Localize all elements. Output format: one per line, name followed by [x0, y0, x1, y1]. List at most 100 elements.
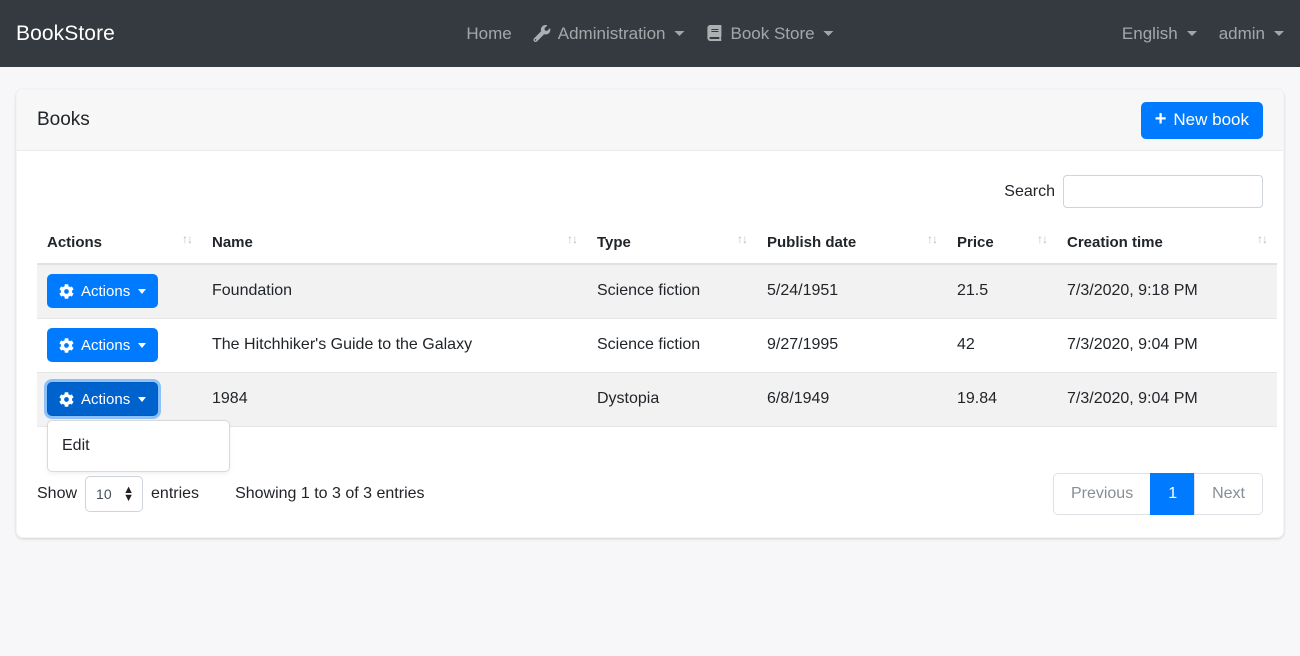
search-input[interactable]: [1063, 175, 1263, 208]
pagination: Previous 1 Next: [1052, 472, 1263, 515]
card-header: Books + New book: [17, 90, 1283, 151]
cell-actions: Actions: [37, 318, 202, 373]
table-body: Actions Foundation Science fiction 5/24/…: [37, 264, 1277, 472]
column-header-name[interactable]: Name ↑↓: [202, 224, 587, 265]
column-header-name-label: Name: [212, 234, 253, 251]
nav-item-home[interactable]: Home: [466, 24, 511, 44]
pagination-next-button[interactable]: Next: [1194, 472, 1263, 515]
cell-type: Science fiction: [587, 264, 757, 319]
navbar-right-menu: English admin: [1122, 24, 1284, 44]
sort-icon: ↑↓: [927, 232, 938, 246]
table-info: Showing 1 to 3 of 3 entries: [235, 484, 425, 502]
table-footer: Show 10 25 50 100 ▲▼ entries Showing 1 t…: [37, 427, 1263, 515]
chevron-down-icon: [674, 31, 685, 36]
column-header-actions[interactable]: Actions ↑↓: [37, 224, 202, 265]
row-actions-button[interactable]: Actions: [47, 328, 159, 362]
page-length-select-wrap: 10 25 50 100 ▲▼: [85, 475, 144, 512]
table-header: Actions ↑↓ Name ↑↓ Type ↑↓ Publish dat: [37, 224, 1277, 265]
cell-price: 19.84: [947, 372, 1057, 427]
plus-icon: +: [1154, 108, 1167, 130]
user-menu-label: admin: [1218, 23, 1265, 43]
row-actions-button-label: Actions: [81, 282, 131, 300]
column-header-type-label: Type: [597, 234, 631, 251]
chevron-down-icon: [823, 31, 834, 36]
new-book-button[interactable]: + New book: [1140, 101, 1263, 139]
cell-type: Dystopia: [587, 372, 757, 427]
cell-publish-date: 5/24/1951: [757, 264, 947, 319]
column-header-price[interactable]: Price ↑↓: [947, 224, 1057, 265]
cell-creation-time: 7/3/2020, 9:18 PM: [1057, 264, 1277, 319]
cell-actions: Actions Edit: [37, 372, 230, 472]
cell-actions: Actions: [37, 264, 202, 319]
nav-item-book-store-label: Book Store: [730, 23, 815, 43]
dropdown-item-edit[interactable]: Edit: [62, 437, 90, 454]
language-selector[interactable]: English: [1122, 24, 1197, 44]
chevron-down-icon: [1274, 31, 1284, 36]
new-book-button-label: New book: [1173, 110, 1249, 129]
cell-type: Science fiction: [587, 318, 757, 373]
search-row: Search: [37, 167, 1263, 224]
gear-icon: [59, 391, 74, 407]
page-title: Books: [37, 109, 90, 130]
books-table: Actions ↑↓ Name ↑↓ Type ↑↓ Publish dat: [37, 224, 1277, 472]
books-card: Books + New book Search Actions: [16, 89, 1284, 538]
sort-icon: ↑↓: [1037, 232, 1048, 246]
row-actions-button[interactable]: Actions: [47, 274, 159, 309]
cell-price: 21.5: [947, 264, 1057, 319]
page-container: Books + New book Search Actions: [0, 67, 1300, 538]
caret-down-icon: [138, 342, 147, 348]
cell-name: The Hitchhiker's Guide to the Galaxy: [202, 318, 587, 373]
sort-icon: ↑↓: [737, 232, 748, 246]
cell-price: 42: [947, 318, 1057, 373]
show-label: Show: [37, 484, 78, 502]
pagination-page-1-button[interactable]: 1: [1150, 472, 1196, 515]
caret-down-icon: [138, 396, 147, 402]
table-header-row: Actions ↑↓ Name ↑↓ Type ↑↓ Publish dat: [37, 224, 1277, 265]
column-header-actions-label: Actions: [47, 234, 103, 251]
caret-down-icon: [138, 288, 147, 294]
pagination-previous-button[interactable]: Previous: [1052, 472, 1152, 515]
entries-label: entries: [151, 484, 200, 502]
user-menu[interactable]: admin: [1219, 24, 1284, 44]
row-actions-button-label: Actions: [81, 336, 131, 354]
column-header-type[interactable]: Type ↑↓: [587, 224, 757, 265]
actions-dropdown-open: Actions Edit: [47, 382, 230, 472]
row-actions-button-label: Actions: [81, 390, 131, 408]
navbar-center-menu: Home Administration Book Store: [466, 23, 834, 44]
card-body: Search Actions ↑↓ Name: [17, 151, 1283, 537]
column-header-creation-time[interactable]: Creation time ↑↓: [1057, 224, 1277, 265]
column-header-publish-date[interactable]: Publish date ↑↓: [757, 224, 947, 265]
language-selector-label: English: [1121, 23, 1178, 43]
chevron-down-icon: [1186, 31, 1197, 36]
table-row: Actions Foundation Science fiction 5/24/…: [37, 264, 1277, 319]
page-length-control: Show 10 25 50 100 ▲▼ entries: [37, 475, 200, 512]
sort-icon: ↑↓: [182, 232, 193, 246]
cell-publish-date: 9/27/1995: [757, 318, 947, 373]
column-header-creation-time-label: Creation time: [1067, 234, 1163, 251]
actions-dropdown: Actions: [47, 274, 159, 309]
brand-logo[interactable]: BookStore: [16, 21, 115, 45]
gear-icon: [59, 283, 74, 299]
sort-icon: ↑↓: [567, 232, 578, 246]
actions-dropdown-menu: Edit: [47, 420, 230, 472]
table-row: Actions Edit 1984 Dystopia 6/8/1949: [37, 372, 1277, 472]
nav-item-administration-label: Administration: [557, 23, 666, 43]
wrench-icon: [533, 25, 551, 43]
cell-publish-date: 6/8/1949: [757, 372, 947, 427]
nav-item-home-label: Home: [466, 23, 512, 43]
cell-name: 1984: [202, 372, 587, 427]
column-header-publish-date-label: Publish date: [767, 234, 857, 251]
cell-creation-time: 7/3/2020, 9:04 PM: [1057, 372, 1277, 427]
nav-item-book-store[interactable]: Book Store: [706, 23, 834, 44]
gear-icon: [59, 337, 74, 353]
column-header-price-label: Price: [957, 234, 994, 251]
row-actions-button[interactable]: Actions: [47, 382, 159, 416]
nav-item-administration[interactable]: Administration: [533, 23, 685, 44]
sort-icon: ↑↓: [1257, 232, 1268, 246]
actions-dropdown: Actions: [47, 328, 159, 362]
page-length-select[interactable]: 10 25 50 100: [85, 475, 144, 512]
cell-name: Foundation: [202, 264, 587, 319]
search-label: Search: [1004, 182, 1055, 200]
cell-creation-time: 7/3/2020, 9:04 PM: [1057, 318, 1277, 373]
top-navbar: BookStore Home Administration Book Store…: [0, 0, 1300, 67]
